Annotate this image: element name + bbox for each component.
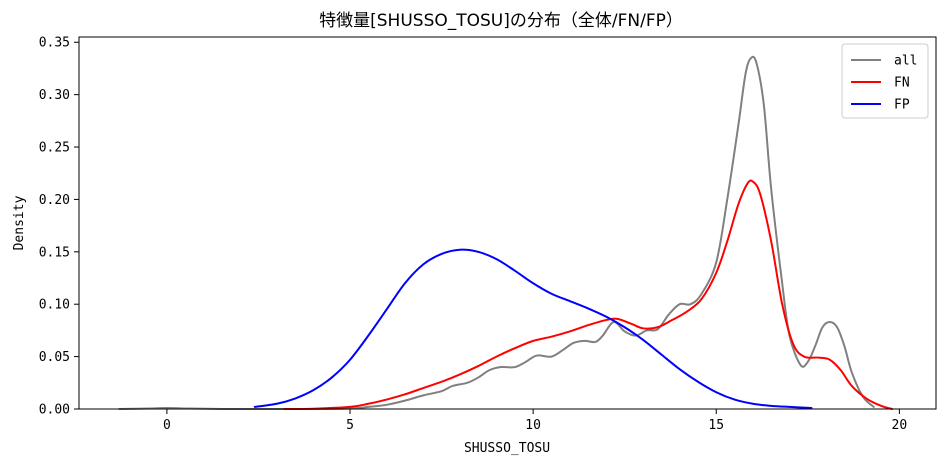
x-axis: 0 5 10 15 20: [163, 409, 907, 433]
series-line-fn: [283, 179, 894, 410]
y-tick-label: 0.05: [39, 350, 70, 365]
series-line-fp: [253, 248, 813, 409]
y-tick-label: 0.20: [39, 193, 70, 208]
x-tick-label: 0: [163, 418, 171, 433]
legend-label-fp: FP: [894, 98, 910, 113]
legend-label-all: all: [894, 54, 917, 69]
y-tick-label: 0.30: [39, 88, 70, 103]
y-tick-label: 0.25: [39, 141, 70, 156]
y-tick-label: 0.10: [39, 298, 70, 313]
y-tick-label: 0.00: [39, 403, 70, 418]
x-tick-label: 15: [708, 418, 724, 433]
y-axis-label: Density: [12, 195, 27, 250]
series-line-all: [118, 55, 875, 411]
chart-title: 特徴量[SHUSSO_TOSU]の分布（全体/FN/FP）: [319, 11, 683, 31]
plot-frame: [78, 36, 937, 410]
y-tick-label: 0.15: [39, 245, 70, 260]
x-axis-label: SHUSSO_TOSU: [464, 441, 550, 456]
x-tick-label: 5: [346, 418, 354, 433]
y-axis: 0.00 0.05 0.10 0.15 0.20 0.25 0.30 0.35: [39, 36, 79, 418]
legend: all FN FP: [841, 43, 929, 119]
x-tick-label: 10: [525, 418, 541, 433]
y-tick-label: 0.35: [39, 36, 70, 51]
legend-box: [841, 43, 929, 119]
x-tick-label: 20: [892, 418, 908, 433]
legend-label-fn: FN: [894, 76, 910, 91]
plot-area: [118, 55, 894, 411]
